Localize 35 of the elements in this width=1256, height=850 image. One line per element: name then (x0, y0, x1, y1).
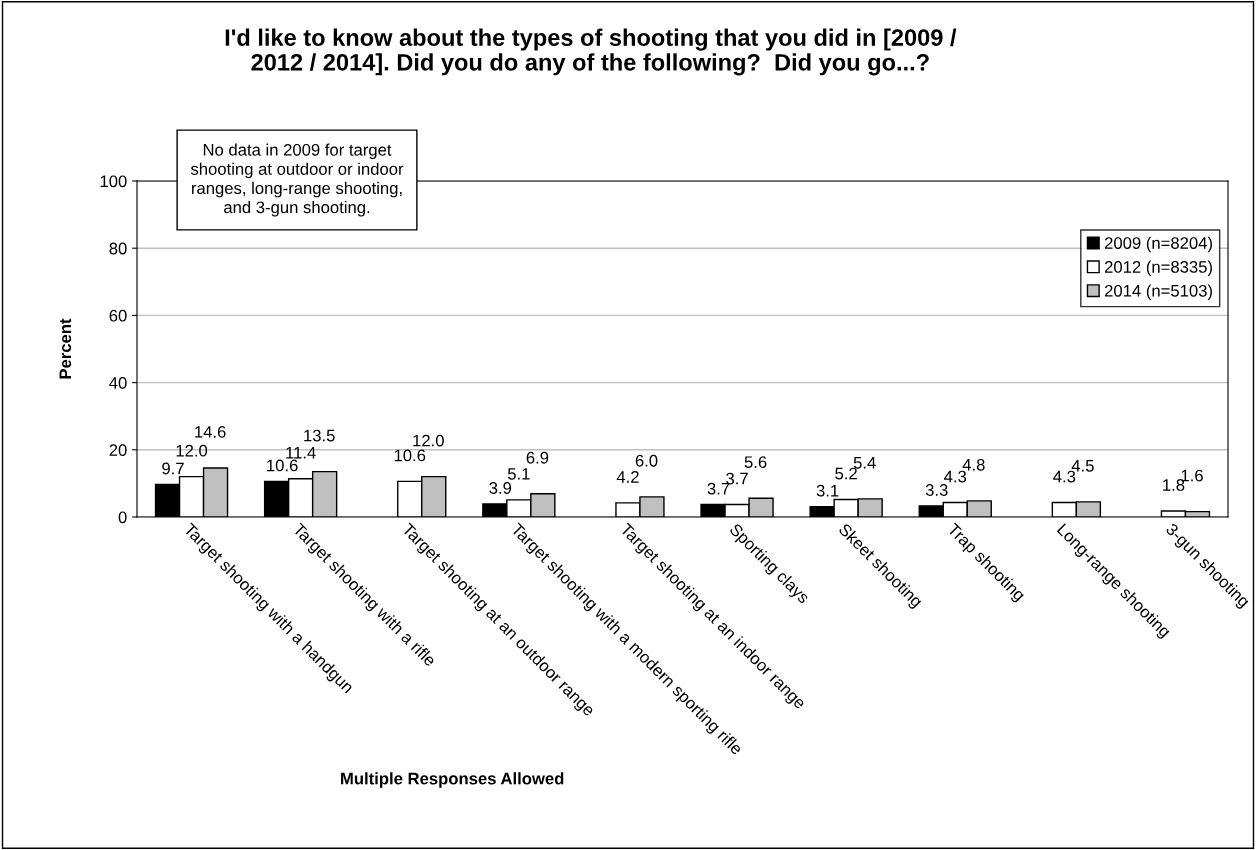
data-label: 4.2 (616, 470, 639, 483)
legend-label: 2012 (n=8335) (1104, 260, 1212, 277)
data-label: 9.7 (162, 462, 184, 475)
data-label: 5.6 (744, 456, 767, 469)
data-label: 13.5 (304, 429, 335, 442)
annotation: No data in 2009 for target shooting at outdoor or indoor ranges, long-range shooting, and 3-gun shooting. (190, 143, 404, 217)
data-label: 14.6 (195, 425, 226, 438)
data-label: 5.1 (507, 468, 530, 480)
y-axis-title: Percent (59, 318, 72, 379)
y-tick-label: 100 (100, 175, 127, 188)
data-label: 4.3 (1053, 470, 1076, 483)
y-tick-label: 20 (109, 444, 127, 456)
chart-title: I'd like to know about the types of shooting that you did in [2009 / 2012 / 2014]. Did you do any of the following? Did you go...? (225, 28, 957, 76)
legend-label: 2014 (n=5103) (1104, 284, 1212, 300)
data-label: 11.4 (286, 446, 316, 459)
x-axis-title: Multiple Responses Allowed (341, 772, 564, 788)
data-label: 6.9 (526, 451, 549, 464)
data-label: 3.1 (816, 484, 839, 497)
data-label: 10.6 (394, 449, 426, 462)
data-label: 3.3 (925, 484, 948, 496)
y-tick-label: 0 (118, 511, 127, 524)
data-label: 3.9 (489, 482, 512, 494)
y-tick-label: 40 (109, 377, 127, 389)
data-label: 4.8 (962, 458, 985, 471)
y-tick-label: 80 (109, 242, 127, 255)
data-label: 4.3 (944, 470, 967, 483)
data-label: 6.0 (635, 454, 658, 467)
data-label: 5.4 (853, 457, 876, 469)
data-label: 4.5 (1071, 460, 1094, 472)
data-label: 12.0 (413, 434, 444, 447)
legend-label: 2009 (n=8204) (1104, 236, 1212, 253)
data-label: 12.0 (176, 444, 208, 457)
data-label: 5.2 (835, 467, 857, 480)
y-tick-label: 60 (109, 309, 127, 322)
data-label: 10.6 (267, 459, 298, 472)
